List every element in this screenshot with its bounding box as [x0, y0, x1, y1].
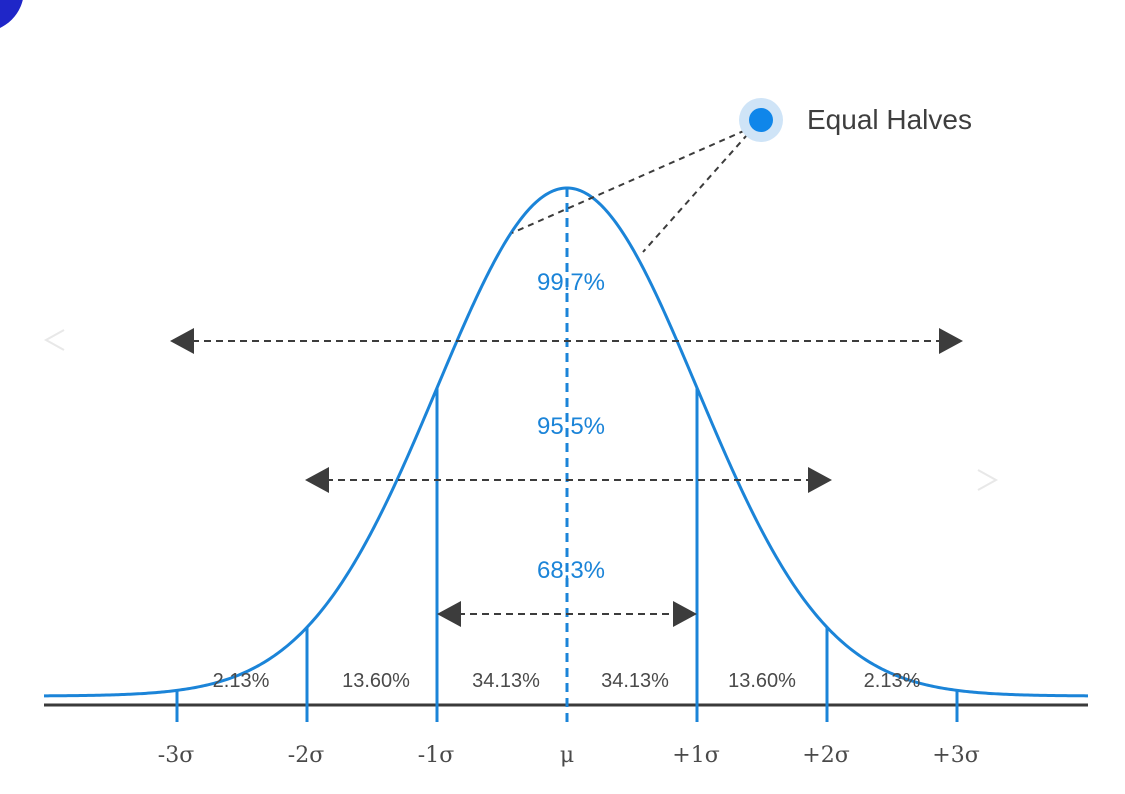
range-arrows — [170, 328, 963, 627]
callout-leader-line — [511, 125, 756, 234]
x-tick-label: +3σ — [932, 743, 979, 768]
x-tick-label: +2σ — [802, 743, 849, 768]
region-label: 34.13% — [601, 670, 669, 692]
region-labels: 2.13% 13.60% 34.13% 34.13% 13.60% 2.13% — [213, 670, 921, 692]
arrowhead-right-icon — [939, 328, 963, 354]
x-tick-label: μ — [560, 743, 574, 768]
x-tick-label: -3σ — [158, 743, 194, 768]
x-tick-label: +1σ — [672, 743, 719, 768]
x-tick-label: -1σ — [418, 743, 454, 768]
chevron-right-icon[interactable] — [977, 469, 999, 491]
chevron-left-icon[interactable] — [43, 329, 65, 351]
range-label-99-7: 99.7% — [537, 269, 605, 296]
arrowhead-right-icon — [808, 467, 832, 493]
range-label-68-3: 68.3% — [537, 557, 605, 584]
arrowhead-left-icon — [305, 467, 329, 493]
arrowhead-right-icon — [673, 601, 697, 627]
callout-label: Equal Halves — [807, 104, 972, 135]
range-labels: 99.7% 95.5% 68.3% — [537, 269, 605, 584]
range-label-95-5: 95.5% — [537, 413, 605, 440]
callout-leaders — [511, 125, 756, 253]
x-tick-labels: -3σ -2σ -1σ μ +1σ +2σ +3σ — [158, 743, 980, 768]
arrowhead-left-icon — [437, 601, 461, 627]
region-label: 13.60% — [342, 670, 410, 692]
sigma-lines — [175, 387, 959, 722]
region-label: 13.60% — [728, 670, 796, 692]
region-label: 34.13% — [472, 670, 540, 692]
arrowhead-left-icon — [170, 328, 194, 354]
corner-badge — [0, 0, 23, 28]
region-label: 2.13% — [213, 670, 270, 692]
callout-leader-line — [642, 125, 756, 253]
region-label: 2.13% — [864, 670, 921, 692]
x-tick-label: -2σ — [288, 743, 324, 768]
dot-marker-icon — [749, 108, 773, 132]
